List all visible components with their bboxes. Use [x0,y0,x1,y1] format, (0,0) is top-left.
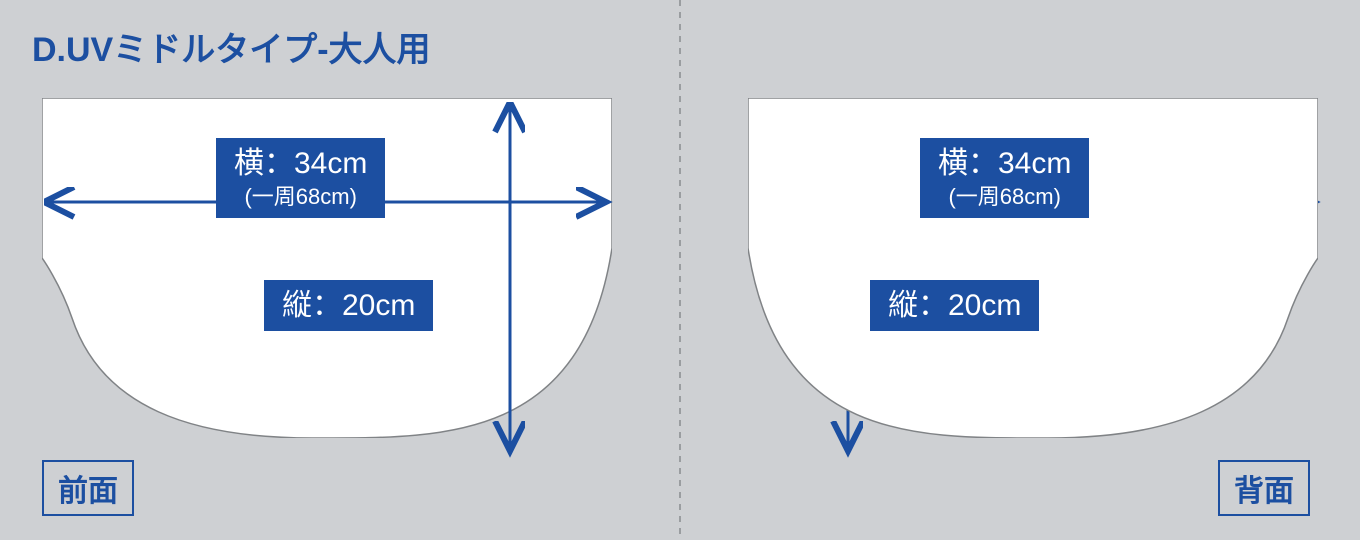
front-width-label: 横：34cm (一周68cm) [216,138,385,218]
back-height-label: 縦：20cm [870,280,1039,331]
back-panel-label: 背面 [1218,460,1310,516]
front-height-label: 縦：20cm [264,280,433,331]
back-height-text: 縦：20cm [888,289,1021,322]
back-width-label: 横：34cm (一周68cm) [920,138,1089,218]
front-width-main: 横：34cm [234,144,367,183]
diagram-canvas: D.UVミドルタイプ-大人用 横：34cm (一周68cm) 縦：20cm 前面… [0,0,1360,540]
front-width-sub: (一周68cm) [234,183,367,212]
diagram-title: D.UVミドルタイプ-大人用 [32,22,431,71]
front-panel-label: 前面 [42,460,134,516]
back-width-sub: (一周68cm) [938,183,1071,212]
back-width-main: 横：34cm [938,144,1071,183]
front-height-text: 縦：20cm [282,289,415,322]
